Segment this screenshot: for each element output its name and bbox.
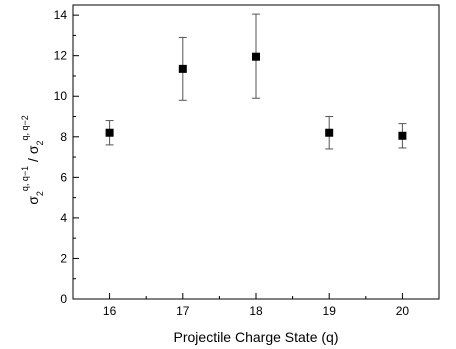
x-tick-label: 17 — [176, 304, 190, 318]
y-tick-label: 6 — [60, 170, 67, 184]
x-tick-label: 16 — [103, 304, 117, 318]
ylabel-slash: / — [25, 154, 41, 166]
data-point — [178, 64, 187, 73]
x-axis: 16 17 18 19 20 — [72, 293, 440, 318]
y-tick-label: 8 — [60, 130, 67, 144]
x-tick-label: 19 — [323, 304, 337, 318]
y-axis: 0 2 4 6 8 10 12 14 — [54, 8, 79, 306]
y-tick-label: 10 — [54, 89, 68, 103]
svg-text:σ2q, q−1 / σ2q, q−2: σ2q, q−1 / σ2q, q−2 — [20, 115, 45, 205]
x-tick-label: 20 — [396, 304, 410, 318]
y-tick-label: 2 — [60, 251, 67, 265]
data-point — [398, 131, 407, 140]
x-tick-label: 18 — [249, 304, 263, 318]
ylabel-sup2: q, q−2 — [20, 115, 30, 140]
ylabel-sub2: 2 — [35, 141, 45, 146]
ylabel-sigma1: σ — [25, 196, 41, 205]
ylabel-sigma2: σ — [25, 145, 41, 154]
data-point — [105, 128, 114, 137]
x-axis-title: Projectile Charge State (q) — [174, 329, 339, 345]
y-tick-label: 12 — [54, 49, 68, 63]
error-bars — [105, 13, 407, 150]
data-point — [325, 128, 334, 137]
ylabel-sub1: 2 — [35, 191, 45, 196]
ylabel-sup1: q, q−1 — [20, 166, 30, 191]
data-points — [105, 52, 407, 140]
y-tick-label: 4 — [60, 211, 67, 225]
y-axis-title: σ2q, q−1 / σ2q, q−2 — [20, 115, 45, 205]
data-point — [252, 52, 260, 61]
y-tick-label: 0 — [60, 292, 67, 306]
y-tick-label: 14 — [54, 8, 68, 22]
